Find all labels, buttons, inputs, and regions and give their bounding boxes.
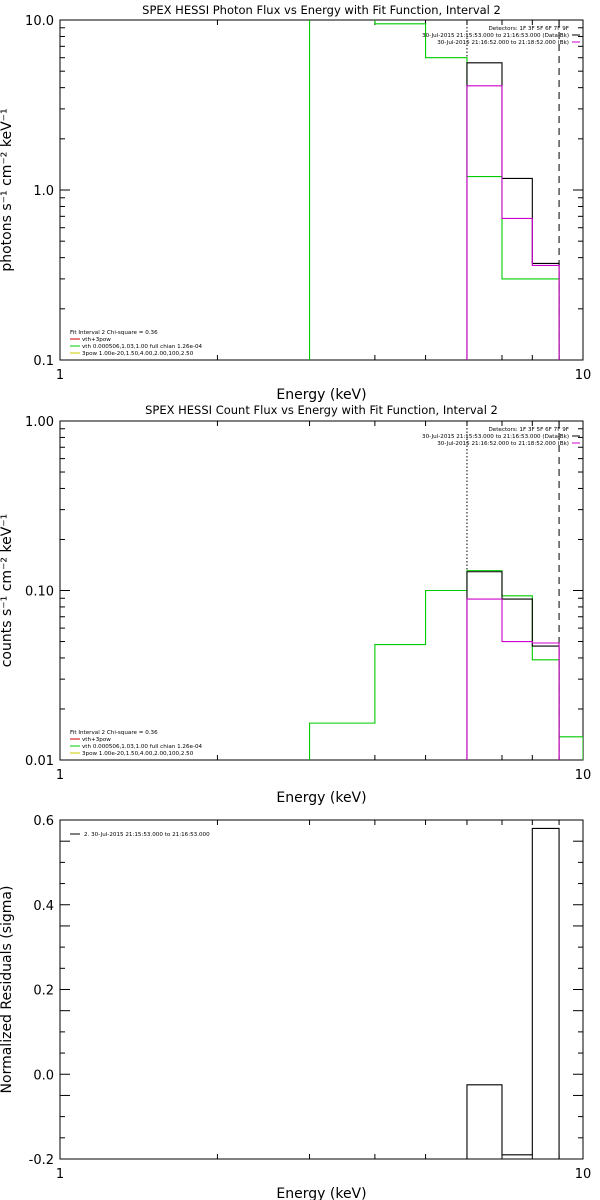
legend-entry: 30-Jul-2015 21:16:52.000 to 21:18:52.000… bbox=[437, 441, 569, 447]
legend-entry: 3pow 1.00e-20,1.50,4.00,2.00,100,2.50 bbox=[82, 351, 194, 357]
legend-entry: vth+3pow bbox=[82, 737, 111, 743]
y-tick-label: 1.0 bbox=[33, 184, 54, 199]
x-axis-label: Energy (keV) bbox=[276, 1186, 366, 1200]
y-tick-label: 0.1 bbox=[33, 354, 54, 369]
y-tick-label: 10.0 bbox=[25, 14, 54, 29]
y-tick-label: 0.6 bbox=[33, 814, 54, 829]
series-step-line bbox=[308, 20, 560, 360]
x-tick-label: 10 bbox=[575, 768, 592, 783]
y-tick-label: 0.2 bbox=[33, 984, 54, 999]
chart-panel-3: 1 10 -0.2 0.0 0.2 0.4 0.6 Energy (keV) Normalize… bbox=[0, 814, 591, 1200]
legend-entry: vth+3pow bbox=[82, 337, 111, 343]
x-tick-label: 10 bbox=[575, 1167, 592, 1182]
y-tick-label: -0.2 bbox=[29, 1153, 54, 1168]
y-axis-label: Normalized Residuals (sigma) bbox=[0, 886, 15, 1094]
y-tick-label: 0.4 bbox=[33, 899, 54, 914]
legend-entry: 30-Jul-2015 21:16:52.000 to 21:18:52.000… bbox=[437, 40, 569, 46]
series-step-line bbox=[308, 570, 583, 760]
chart-title: SPEX HESSI Count Flux vs Energy with Fit… bbox=[145, 403, 498, 417]
y-tick-label: 0.01 bbox=[25, 754, 54, 769]
series-step-line bbox=[466, 598, 560, 760]
y-tick-label: 0.10 bbox=[25, 585, 54, 600]
chart-panel-1: SPEX HESSI Photon Flux vs Energy with Fi… bbox=[0, 3, 591, 403]
plot-area bbox=[308, 421, 583, 760]
plot-frame bbox=[59, 819, 584, 1160]
chart-title: SPEX HESSI Photon Flux vs Energy with Fi… bbox=[142, 3, 501, 17]
series-step-line bbox=[466, 827, 560, 1159]
series-step-line bbox=[466, 85, 560, 360]
x-axis-label: Energy (keV) bbox=[276, 387, 366, 403]
plot-frame bbox=[59, 19, 584, 361]
plot-frame bbox=[59, 420, 584, 761]
legend-entry: 3pow 1.00e-20,1.50,4.00,2.00,100,2.50 bbox=[82, 751, 194, 757]
y-axis-label: counts s⁻¹ cm⁻² keV⁻¹ bbox=[0, 514, 15, 668]
x-tick-label: 1 bbox=[56, 1167, 64, 1182]
series-step-line bbox=[466, 571, 560, 760]
y-tick-label: 0.0 bbox=[33, 1068, 54, 1083]
legend-entry: vth 0.000506,1.03,1.00 full chian 1.26e-… bbox=[82, 344, 203, 350]
legend-entry: 30-Jul-2015 21:15:53.000 to 21:16:53.000… bbox=[422, 33, 569, 39]
plot-area bbox=[308, 20, 560, 360]
chart-panel-2: SPEX HESSI Count Flux vs Energy with Fit… bbox=[0, 403, 591, 806]
series-step-line bbox=[466, 62, 560, 360]
legend-entry: vth 0.000506,1.03,1.00 full chian 1.26e-… bbox=[82, 744, 203, 750]
x-axis-label: Energy (keV) bbox=[276, 790, 366, 806]
y-axis-label: photons s⁻¹ cm⁻² keV⁻¹ bbox=[0, 108, 15, 271]
x-tick-label: 10 bbox=[575, 368, 592, 383]
legend-entry: Detectors: 1F 3F 5F 6F 7F 9F bbox=[488, 26, 569, 32]
legend-entry: 2. 30-Jul-2015 21:15:53.000 to 21:16:53.… bbox=[84, 832, 210, 838]
legend-entry: Detectors: 1F 3F 5F 6F 7F 9F bbox=[488, 427, 569, 433]
y-tick-label: 1.00 bbox=[25, 415, 54, 430]
x-tick-label: 1 bbox=[56, 768, 64, 783]
legend-entry: 30-Jul-2015 21:15:53.000 to 21:16:53.000… bbox=[422, 434, 569, 440]
legend-entry: Fit Interval 2 Chi-square = 0.36 bbox=[70, 330, 158, 336]
x-tick-label: 1 bbox=[56, 368, 64, 383]
plot-area bbox=[466, 827, 560, 1159]
legend-entry: Fit Interval 2 Chi-square = 0.36 bbox=[70, 730, 158, 736]
